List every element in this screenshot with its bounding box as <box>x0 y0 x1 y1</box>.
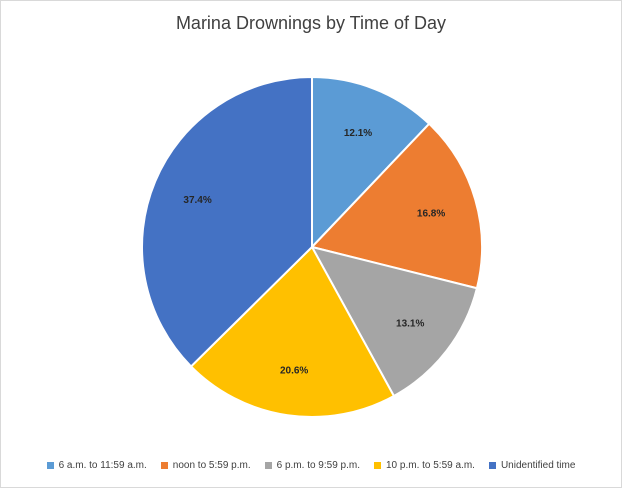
data-label: 20.6% <box>280 366 308 377</box>
legend-swatch <box>264 462 272 469</box>
legend-item: noon to 5:59 p.m. <box>160 460 251 471</box>
legend-label: 6 p.m. to 9:59 p.m. <box>276 460 360 471</box>
legend-label: 10 p.m. to 5:59 a.m. <box>386 460 475 471</box>
legend-label: 6 a.m. to 11:59 a.m. <box>58 460 147 471</box>
legend-swatch <box>160 462 168 469</box>
pie-slice <box>311 75 431 250</box>
data-label: 12.1% <box>344 128 372 139</box>
pie-chart: 12.1% 16.8% 13.1% 20.6% 37.4% <box>141 75 483 418</box>
pie-slice <box>310 122 483 290</box>
data-label: 13.1% <box>396 319 424 330</box>
pie-slice <box>189 245 396 418</box>
chart-title: Marina Drownings by Time of Day <box>175 13 447 33</box>
legend: 6 a.m. to 11:59 a.m. noon to 5:59 p.m. 6 p… <box>1 460 621 471</box>
data-label: 16.8% <box>417 208 445 219</box>
legend-item: 6 a.m. to 11:59 a.m. <box>46 460 147 471</box>
legend-swatch <box>374 462 381 469</box>
legend-swatch <box>46 462 54 469</box>
legend-item: 10 p.m. to 5:59 a.m. <box>374 460 475 471</box>
legend-swatch <box>488 462 496 469</box>
pie-slice <box>310 245 479 398</box>
legend-item: Unidentified time <box>488 460 576 471</box>
pie-slice <box>141 75 313 368</box>
legend-label: noon to 5:59 p.m. <box>172 460 251 471</box>
data-label: 37.4% <box>183 195 211 206</box>
legend-label: Unidentified time <box>500 460 576 471</box>
legend-item: 6 p.m. to 9:59 p.m. <box>264 460 360 471</box>
